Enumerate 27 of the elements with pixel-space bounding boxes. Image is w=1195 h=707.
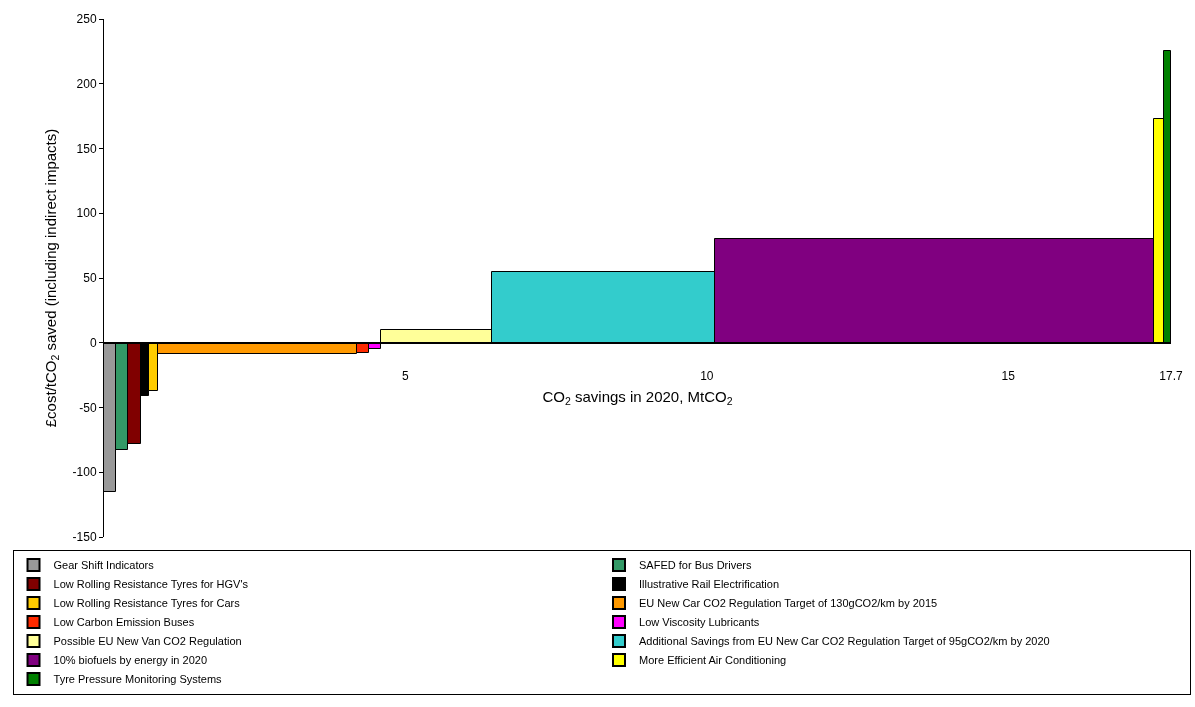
y-tick-label: 250 xyxy=(76,12,97,27)
legend-label: Additional Savings from EU New Car CO2 Regulation Target of 95gCO2/km by 2020 xyxy=(639,635,1050,648)
legend-label: Illustrative Rail Electrification xyxy=(639,578,780,591)
legend-label: EU New Car CO2 Regulation Target of 130gCO2/km by 2015 xyxy=(639,597,938,610)
x-axis-title: CO$_{2}$ savings in 2020, MtCO$_{2}$ xyxy=(542,387,733,407)
y-tick-label: 200 xyxy=(76,76,97,91)
x-tick-label: 5 xyxy=(402,369,410,384)
legend-label: Possible EU New Van CO2 Regulation xyxy=(53,635,242,648)
legend-label: SAFED for Bus Drivers xyxy=(639,559,752,572)
legend-label: More Efficient Air Conditioning xyxy=(639,654,787,667)
y-tick-label: -150 xyxy=(72,530,97,545)
y-tick-label: 100 xyxy=(76,206,97,221)
legend-label: Tyre Pressure Monitoring Systems xyxy=(53,673,223,686)
legend-label: Low Rolling Resistance Tyres for HGV's xyxy=(53,578,249,591)
legend-label: Low Rolling Resistance Tyres for Cars xyxy=(53,597,241,610)
legend-label: Gear Shift Indicators xyxy=(53,559,155,572)
legend-label: Low Carbon Emission Buses xyxy=(53,616,195,629)
y-tick-label: 50 xyxy=(83,271,97,286)
x-tick-label: 17.7 xyxy=(1159,369,1183,384)
y-tick-label: -50 xyxy=(79,400,97,415)
legend-label: Low Viscosity Lubricants xyxy=(639,616,760,629)
y-tick-label: 150 xyxy=(76,141,97,156)
y-tick-label: -100 xyxy=(72,465,97,480)
legend-label: 10% biofuels by energy in 2020 xyxy=(53,654,208,667)
x-tick-label: 15 xyxy=(1001,369,1016,384)
y-tick-label: 0 xyxy=(89,335,97,350)
x-tick-label: 10 xyxy=(700,369,714,384)
